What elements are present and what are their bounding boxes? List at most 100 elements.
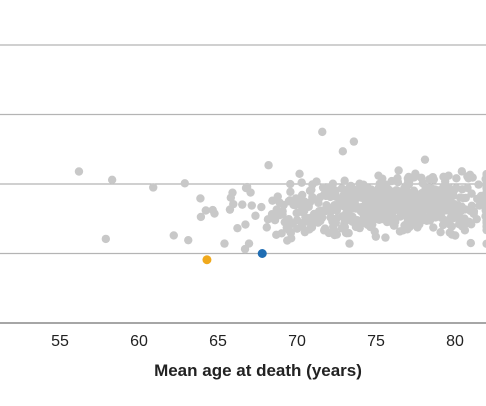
data-point [354,217,364,226]
data-point [355,223,364,233]
data-point [337,224,346,233]
data-point [482,169,486,179]
data-point [322,200,331,210]
data-point [421,183,430,193]
data-point [169,231,178,240]
data-point [330,218,339,227]
data-point [398,226,408,235]
data-point [370,227,379,236]
data-point [428,184,437,194]
data-point [482,239,486,248]
data-point [444,171,453,180]
data-point [372,195,381,204]
data-point [184,235,193,245]
data-point [482,208,486,217]
data-point [201,206,211,215]
data-point [474,180,483,189]
data-point [348,212,357,222]
x-tick-label-65: 65 [209,333,227,350]
data-point [387,196,397,205]
data-point [468,173,477,182]
highlighted-point-2 [257,249,267,258]
data-point [390,217,400,227]
data-point [418,199,427,209]
data-point [107,175,117,185]
data-point [233,223,242,233]
data-point [286,187,295,197]
data-point [284,215,293,224]
data-point [340,176,349,185]
data-point [291,194,301,203]
data-point [297,207,306,217]
data-point [457,202,466,211]
data-point [392,186,401,195]
data-point [268,196,277,205]
data-point [262,223,271,232]
data-point [196,212,206,222]
data-point [220,239,229,248]
data-point [414,214,423,224]
data-point [378,207,388,216]
data-point [403,215,413,224]
data-point [251,211,260,220]
data-point [330,230,339,240]
highlighted-points [202,249,267,265]
data-point [357,192,366,201]
data-point [149,183,158,192]
data-point [326,207,335,217]
data-point [272,205,281,214]
data-point [328,179,338,188]
data-point [308,192,317,202]
data-point [429,201,439,210]
data-point [320,190,329,199]
data-point [257,202,266,212]
data-point [345,239,354,248]
data-point [241,220,250,229]
data-point [420,155,430,164]
data-point [354,203,363,213]
data-point [295,169,304,179]
data-point [457,221,467,231]
data-point [180,179,190,188]
data-point [349,137,359,146]
data-point [453,212,463,222]
x-axis-label: Mean age at death (years) [154,361,362,380]
data-point [362,217,371,226]
data-point [298,190,307,200]
data-point [338,147,348,156]
data-point [428,172,438,182]
data-point [208,205,217,215]
data-point [279,200,288,210]
highlighted-point-1 [202,255,212,265]
data-point [317,213,327,222]
data-point [277,229,286,238]
data-point [244,239,254,248]
data-point [467,201,477,211]
data-point [101,234,111,244]
data-point [226,193,236,202]
x-tick-label-55: 55 [51,333,69,350]
data-point [469,209,478,218]
data-point [318,127,327,137]
data-point [467,220,476,229]
data-point [438,194,447,203]
data-point [452,174,461,183]
x-tick-label-80: 80 [446,333,464,350]
data-point [403,198,412,207]
data-point [264,161,273,170]
data-point [372,212,382,221]
data-point [482,222,486,231]
data-point [297,178,306,187]
data-point [381,198,390,208]
data-point [445,228,454,237]
data-point [466,238,475,248]
data-point [404,180,414,189]
data-point [381,233,390,242]
data-point [394,166,403,175]
data-point [343,197,352,206]
data-point [424,212,434,221]
data-point [436,227,445,237]
data-point [238,200,247,209]
data-point [387,176,396,186]
